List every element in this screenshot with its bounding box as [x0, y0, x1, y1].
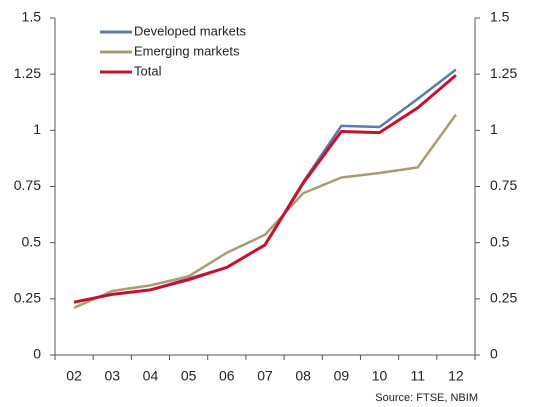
- source-note: Source: FTSE, NBIM: [375, 392, 478, 404]
- x-tick-label: 08: [295, 368, 311, 384]
- y-tick-label: 0.75: [14, 177, 41, 193]
- y-tick-label: 1.25: [14, 65, 41, 81]
- y-tick-label: 1: [33, 121, 41, 137]
- x-tick-label: 02: [66, 368, 82, 384]
- y2-tick-label: 1.5: [490, 9, 510, 25]
- x-tick-label: 07: [257, 368, 273, 384]
- y-tick-label: 0: [33, 346, 41, 362]
- y-tick-label: 0.5: [22, 233, 42, 249]
- y2-tick-label: 0.5: [490, 233, 510, 249]
- x-tick-label: 12: [448, 368, 464, 384]
- series-line: [73, 74, 457, 304]
- series-line: [73, 113, 457, 309]
- x-tick-label: 03: [104, 368, 120, 384]
- y-tick-label: 1.5: [22, 9, 42, 25]
- x-tick-label: 10: [372, 368, 388, 384]
- y2-tick-label: 1.25: [490, 65, 517, 81]
- legend-label: Developed markets: [134, 23, 246, 38]
- x-tick-label: 04: [143, 368, 159, 384]
- series-line: [73, 68, 457, 304]
- x-tick-label: 09: [334, 368, 350, 384]
- legend-label: Emerging markets: [134, 43, 240, 58]
- y2-tick-label: 0.25: [490, 290, 517, 306]
- y2-tick-label: 0.75: [490, 177, 517, 193]
- legend-label: Total: [134, 63, 162, 78]
- x-tick-label: 06: [219, 368, 235, 384]
- y-tick-label: 0.25: [14, 290, 41, 306]
- x-tick-label: 11: [410, 368, 425, 384]
- x-tick-label: 05: [181, 368, 197, 384]
- y2-tick-label: 0: [490, 346, 498, 362]
- y2-tick-label: 1: [490, 121, 498, 137]
